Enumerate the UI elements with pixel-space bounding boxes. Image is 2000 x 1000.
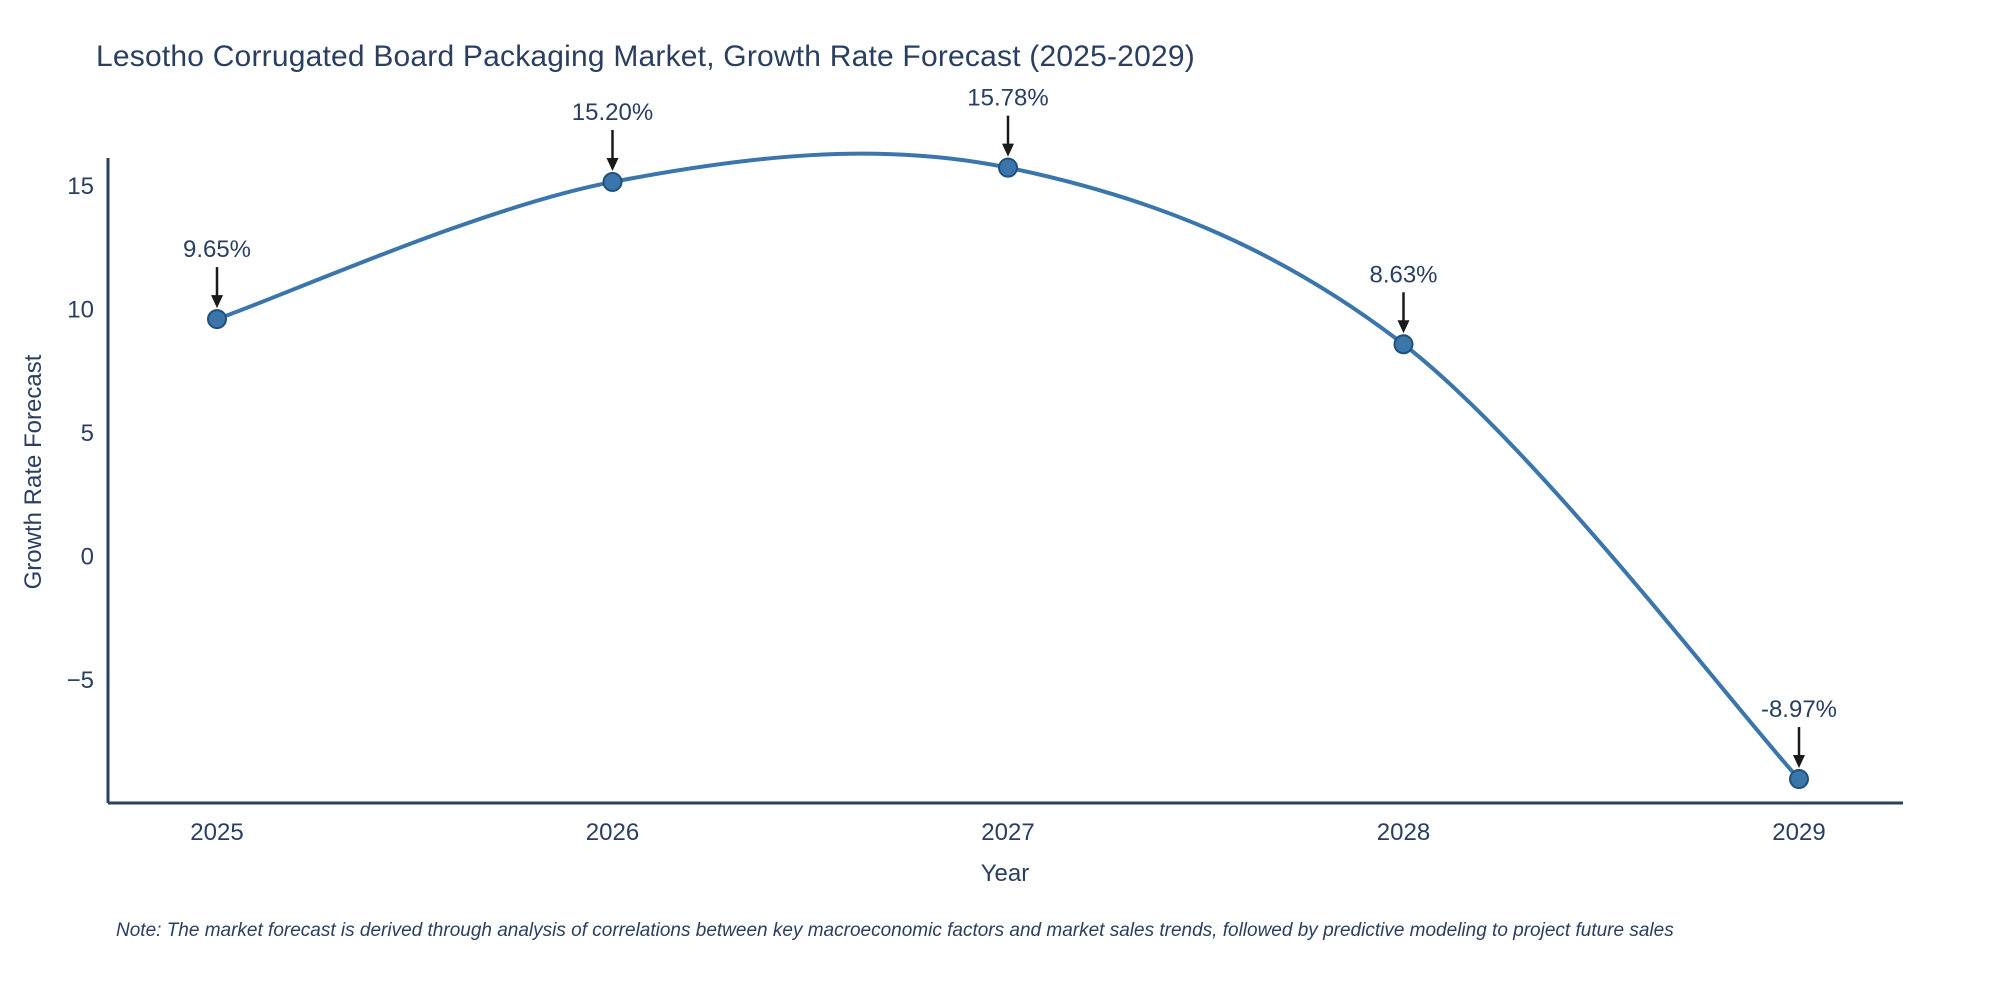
point-value-label: 8.63% [1369,261,1437,288]
x-tick-label: 2026 [586,819,639,846]
data-point-marker [1393,334,1414,355]
y-tick-label: −5 [67,667,94,694]
x-tick-label: 2027 [981,819,1034,846]
chart-title: Lesotho Corrugated Board Packaging Marke… [96,40,1195,73]
point-value-label: 15.20% [572,99,653,126]
data-point-marker [602,171,623,192]
annotation-arrowhead-icon [1397,320,1410,334]
annotation-arrowhead-icon [211,295,223,309]
footnote: Note: The market forecast is derived thr… [116,920,1674,941]
annotation-arrowhead-icon [1002,143,1014,157]
point-value-label: 9.65% [183,236,251,263]
point-value-label: 15.78% [967,85,1048,112]
series-line [216,151,1801,781]
x-axis-title-text: Year [980,860,1030,887]
x-tick-label: 2025 [190,819,243,846]
point-value-label: -8.97% [1761,696,1837,723]
x-tick-label: 2028 [1377,819,1430,846]
y-tick-label: 5 [81,420,94,447]
y-tick-label: 0 [81,543,94,570]
y-tick-label: 15 [67,173,94,200]
x-tick-label: 2029 [1772,819,1825,846]
x-axis-title: Year [0,860,2000,888]
annotation-arrowhead-icon [1793,755,1805,769]
data-point-marker [207,309,227,330]
data-point-marker [998,157,1018,178]
y-axis-title: Growth Rate Forecast [20,354,47,590]
y-tick-label: 10 [67,296,94,323]
annotation-arrowhead-icon [606,157,619,171]
data-point-marker [1789,769,1809,790]
